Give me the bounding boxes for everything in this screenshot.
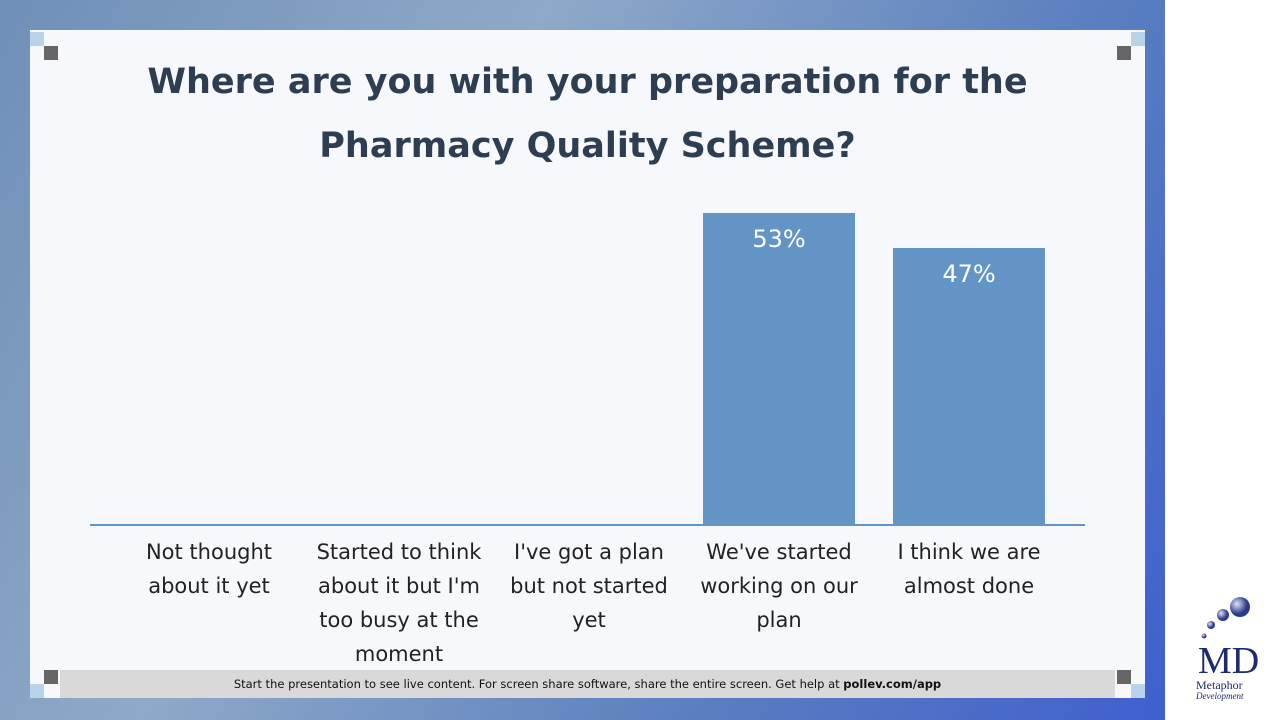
x-tick-label: I've got a plan but not started yet <box>510 540 668 632</box>
corner <box>30 684 44 698</box>
corner <box>30 32 44 46</box>
corner <box>1117 670 1131 684</box>
baseline <box>90 524 1085 526</box>
footer-text: Start the presentation to see live conte… <box>233 677 840 691</box>
x-tick-label: Started to think about it but I'm too bu… <box>316 540 482 666</box>
bar <box>703 213 855 525</box>
bar <box>893 248 1045 525</box>
corner <box>1117 46 1131 60</box>
logo: MD Metaphor Development <box>1190 595 1270 705</box>
value-label: 53% <box>752 225 806 253</box>
x-tick-label: I think we are almost done <box>897 540 1041 598</box>
corner <box>1131 32 1145 46</box>
logo-line2: Development <box>1195 691 1244 701</box>
corner <box>44 46 58 60</box>
logo-mark: MD <box>1198 640 1259 682</box>
x-tick-label: We've started working on our plan <box>700 540 858 632</box>
logo-line1: Metaphor <box>1196 678 1243 692</box>
corner <box>44 670 58 684</box>
value-label: 47% <box>942 260 996 289</box>
footer: Start the presentation to see live conte… <box>60 670 1115 698</box>
x-tick-label: Not thought about it yet <box>145 540 273 598</box>
logo-graphic: MD Metaphor Development <box>1195 597 1259 701</box>
corner <box>1131 684 1145 698</box>
footer-link[interactable]: pollev.com/app <box>843 677 942 691</box>
chart-title: Where are you with your preparation for … <box>147 62 1028 166</box>
